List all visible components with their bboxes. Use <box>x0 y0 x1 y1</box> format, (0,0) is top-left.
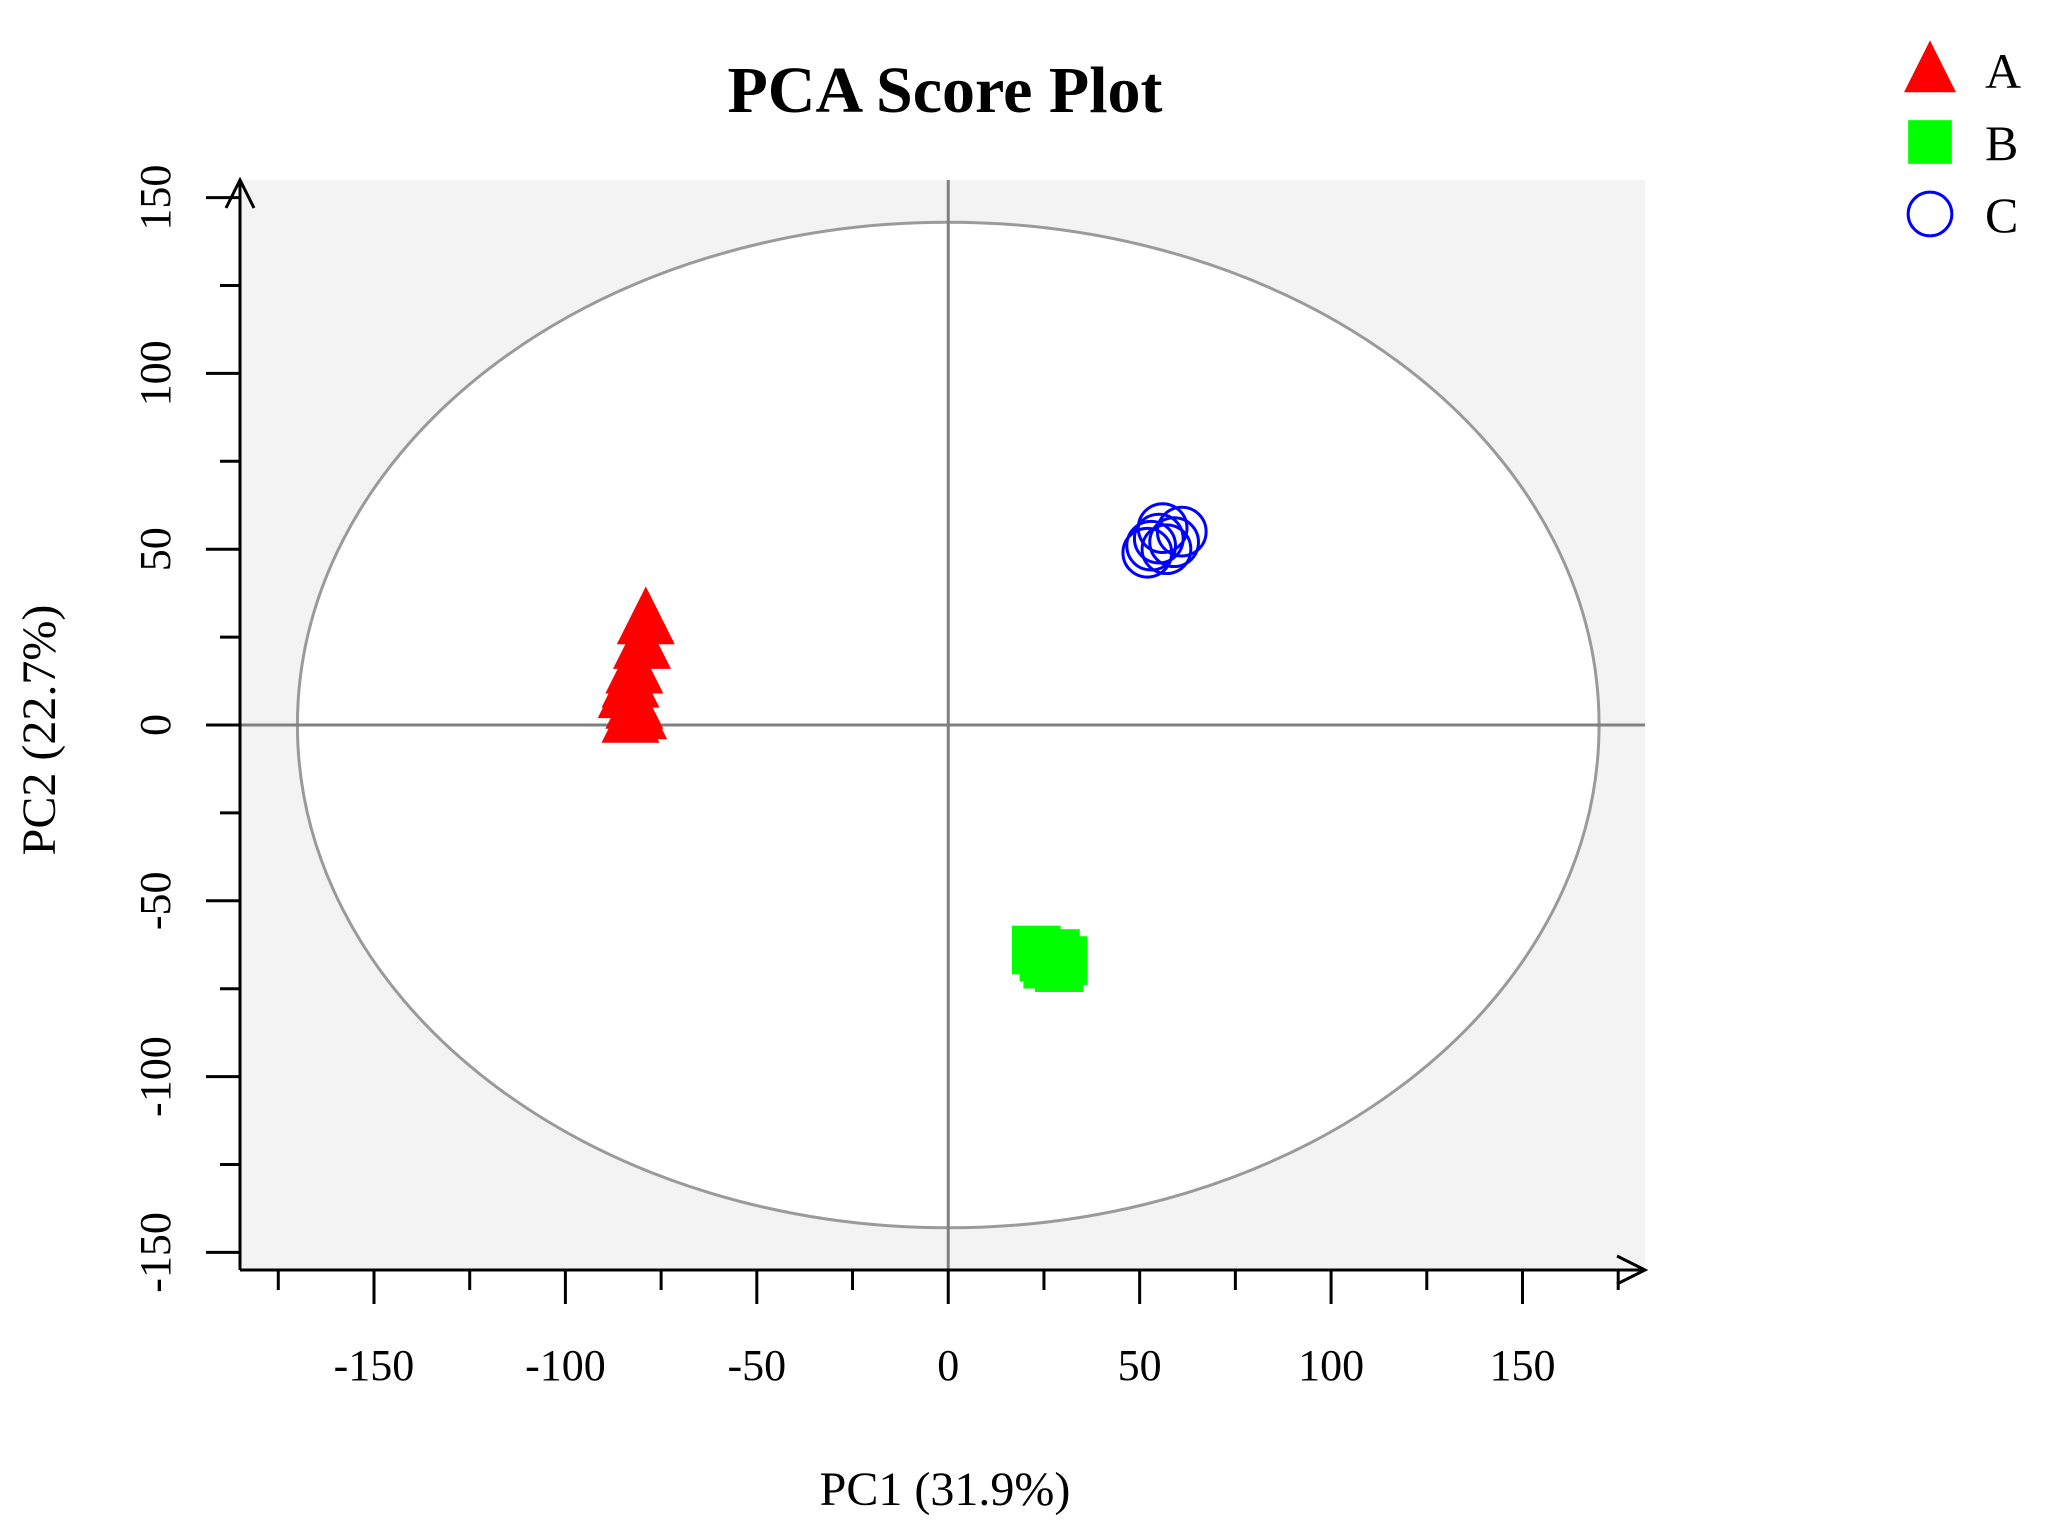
series-C <box>1121 502 1208 579</box>
data-points <box>597 502 1208 992</box>
x-tick-label: 150 <box>1489 1341 1555 1390</box>
chart-title: PCA Score Plot <box>727 54 1162 127</box>
series-B <box>1011 925 1088 992</box>
legend-label-A: A <box>1985 43 2021 99</box>
x-axis-arrow <box>1616 1254 1649 1286</box>
x-tick-label: -150 <box>334 1341 415 1390</box>
x-tick-label: -50 <box>727 1341 786 1390</box>
legend-marker-A <box>1904 40 1956 93</box>
data-point-C <box>1148 516 1200 569</box>
legend: ABC <box>1904 40 2021 243</box>
y-tick-label: -150 <box>131 1212 180 1293</box>
x-tick-label: 100 <box>1298 1341 1364 1390</box>
data-point-C <box>1125 519 1178 572</box>
y-axis-label: PC2 (22.7%) <box>13 605 66 856</box>
data-point-A <box>601 684 660 743</box>
series-A <box>597 586 675 743</box>
y-tick-label: 0 <box>131 714 180 736</box>
x-tick-label: 0 <box>937 1341 959 1390</box>
y-tick-label: 150 <box>131 165 180 231</box>
y-tick-label: 50 <box>131 527 180 571</box>
data-point-B <box>1038 936 1088 985</box>
data-point-C <box>1121 526 1174 579</box>
data-point-C <box>1140 523 1193 576</box>
y-tick-label: -100 <box>131 1036 180 1117</box>
x-axis-label: PC1 (31.9%) <box>820 1463 1071 1516</box>
y-tick-label: -50 <box>131 871 180 930</box>
x-tick-label: 50 <box>1118 1341 1162 1390</box>
y-axis-ticks: -150 -100 -50 0 50 100 150 <box>131 165 240 1293</box>
x-axis-ticks: -150 -100 -50 0 50 100 150 <box>276 1270 1620 1390</box>
x-tick-label: -100 <box>525 1341 606 1390</box>
data-point-A <box>616 586 675 645</box>
legend-label-B: B <box>1985 115 2018 171</box>
data-point-C <box>1132 512 1185 565</box>
legend-marker-C <box>1906 190 1954 238</box>
plot-area <box>224 176 1649 1286</box>
legend-marker-B <box>1908 120 1952 164</box>
y-tick-label: 100 <box>131 340 180 406</box>
legend-label-C: C <box>1985 187 2018 243</box>
